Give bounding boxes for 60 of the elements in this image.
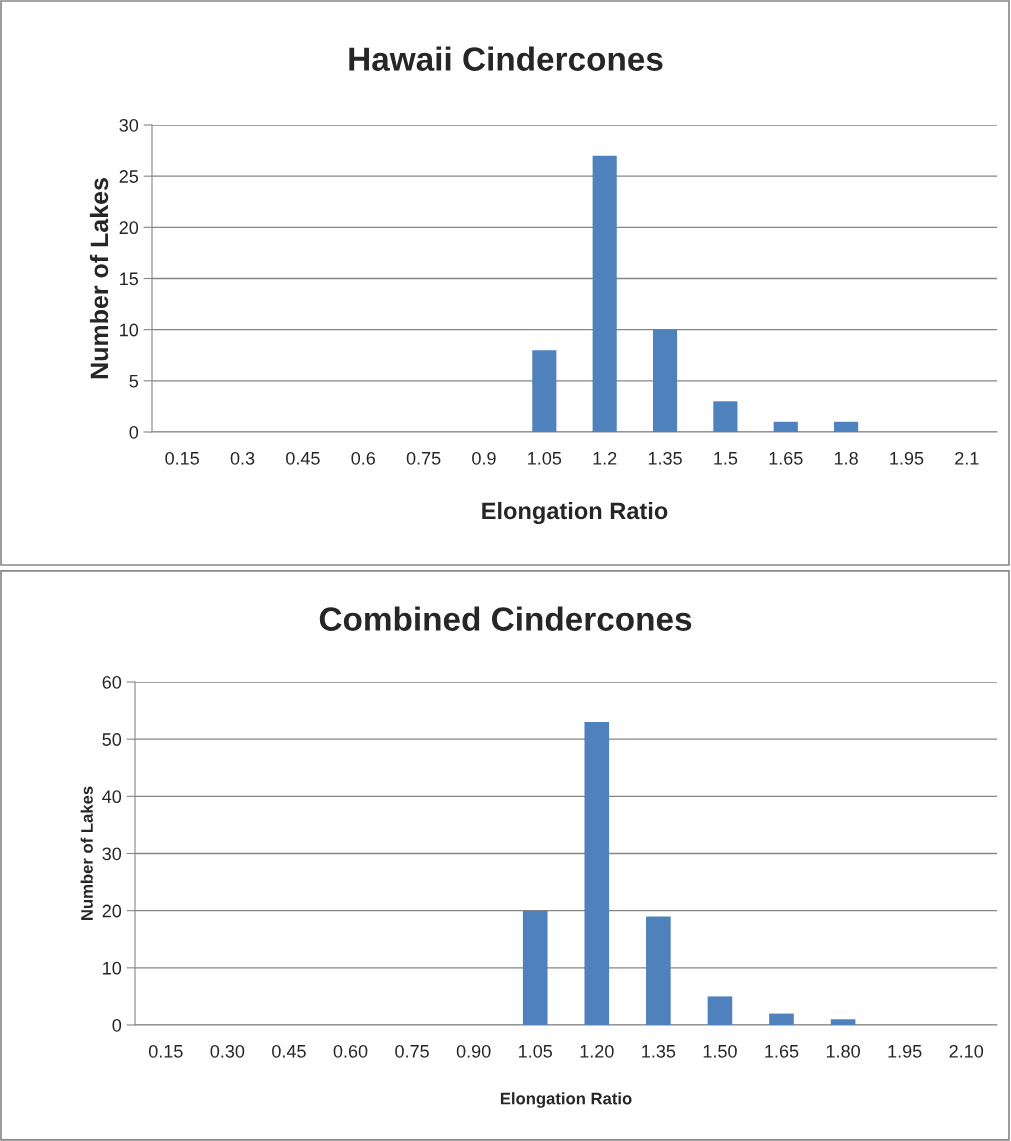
bar <box>773 421 798 432</box>
x-tick-label: 0.15 <box>148 1044 183 1058</box>
x-tick-label: 1.5 <box>714 452 738 465</box>
x-tick-label: 0.9 <box>472 451 496 465</box>
y-tick-label: 40 <box>102 790 122 804</box>
bar <box>713 401 738 432</box>
y-tick-label: 20 <box>102 904 122 918</box>
bar <box>646 916 671 1025</box>
y-axis-title: Number of Lakes <box>80 786 93 920</box>
bar <box>830 1019 856 1025</box>
y-tick-label: 0 <box>129 425 139 439</box>
bar <box>834 421 859 432</box>
x-tick-label: 1.95 <box>890 451 924 465</box>
x-tick-label: 0.15 <box>165 451 199 465</box>
y-tick-label: 10 <box>103 961 122 975</box>
x-tick-label: 1.2 <box>593 451 617 465</box>
x-tick-label: 2.1 <box>955 451 979 465</box>
chart-title: Hawaii Cindercones <box>349 46 663 71</box>
y-axis-title: Number of Lakes <box>89 178 109 379</box>
bar <box>769 1013 794 1025</box>
x-tick-label: 0.45 <box>286 451 320 465</box>
y-tick-label: 20 <box>119 221 139 235</box>
x-tick-label: 1.50 <box>703 1044 737 1058</box>
bar <box>592 155 617 432</box>
x-tick-label: 0.60 <box>333 1044 368 1058</box>
x-tick-label: 1.20 <box>580 1044 614 1058</box>
bar <box>522 910 548 1025</box>
y-tick-label: 0 <box>112 1018 122 1032</box>
y-tick-label: 5 <box>129 374 139 388</box>
y-tick-label: 10 <box>120 323 139 337</box>
x-tick-label: 0.45 <box>272 1044 306 1058</box>
x-tick-label: 1.8 <box>834 451 858 465</box>
bar <box>652 329 678 432</box>
y-tick-label: 60 <box>102 675 122 689</box>
y-tick-label: 15 <box>120 272 139 286</box>
y-tick-label: 25 <box>119 170 139 183</box>
bar <box>584 722 610 1025</box>
x-tick-label: 1.65 <box>765 1044 799 1058</box>
y-tick-label: 30 <box>119 118 139 132</box>
x-tick-label: 0.30 <box>210 1044 245 1058</box>
bar <box>707 996 733 1025</box>
x-tick-label: 0.6 <box>351 451 376 465</box>
x-tick-label: 1.65 <box>769 451 803 465</box>
x-tick-label: 1.35 <box>648 451 682 465</box>
x-tick-label: 1.80 <box>826 1044 860 1058</box>
bar <box>532 350 557 432</box>
x-tick-label: 1.35 <box>642 1044 676 1058</box>
x-tick-label: 1.05 <box>528 451 562 465</box>
x-tick-label: 0.75 <box>406 451 441 465</box>
x-tick-label: 0.90 <box>456 1044 491 1058</box>
x-axis-title: Elongation Ratio <box>482 501 668 525</box>
y-tick-label: 50 <box>102 733 122 746</box>
x-tick-label: 2.10 <box>949 1044 984 1058</box>
x-tick-label: 0.75 <box>395 1044 429 1058</box>
x-axis-title: Elongation Ratio <box>500 1092 632 1108</box>
y-tick-label: 30 <box>102 847 122 861</box>
x-tick-label: 1.05 <box>519 1044 553 1058</box>
chart-title: Combined Cindercones <box>319 606 692 631</box>
x-tick-label: 1.95 <box>888 1044 922 1058</box>
x-tick-label: 0.3 <box>230 451 255 465</box>
